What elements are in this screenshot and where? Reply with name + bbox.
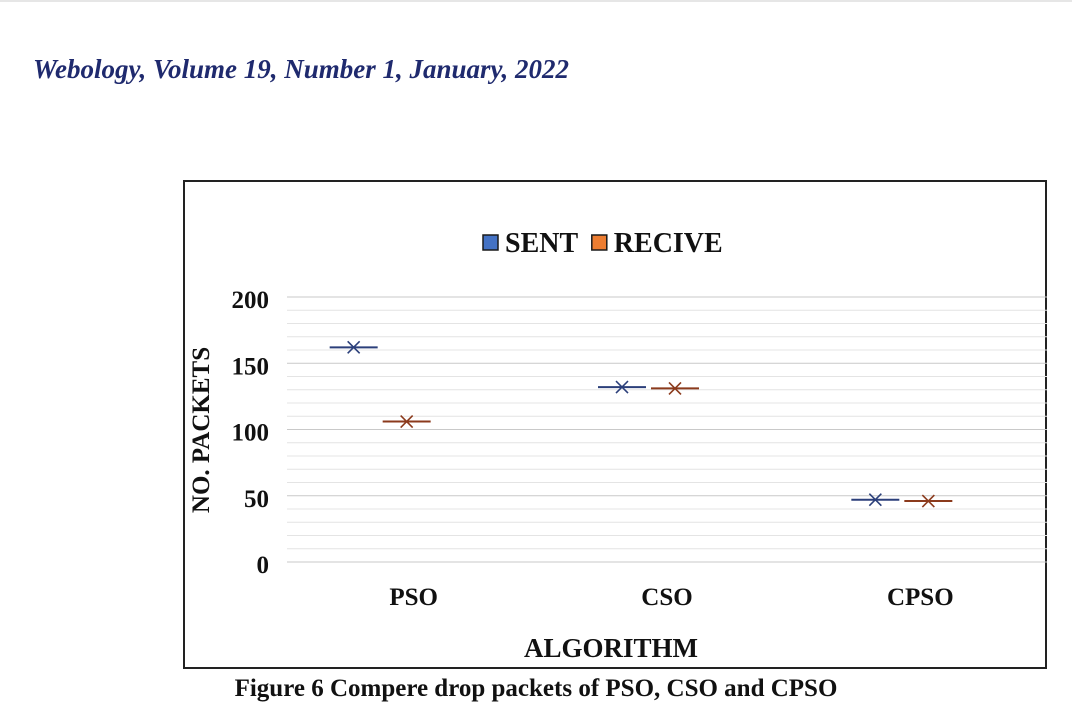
data-point-recive-x-b xyxy=(400,414,414,429)
data-point-sent-x-b xyxy=(868,493,882,507)
data-point-recive-x-b xyxy=(921,494,935,508)
page-top-rule xyxy=(0,0,1072,2)
y-tick-label: 100 xyxy=(232,420,270,447)
legend-swatch-recive xyxy=(591,234,608,251)
legend-label-sent: SENT xyxy=(505,228,578,259)
legend-label-recive: RECIVE xyxy=(614,228,723,259)
figure-caption: Figure 6 Compere drop packets of PSO, CS… xyxy=(234,675,838,702)
data-point-sent-x-b xyxy=(347,340,361,354)
y-tick-label: 200 xyxy=(232,287,270,314)
chart-frame xyxy=(183,180,1047,669)
legend-swatch-sent xyxy=(482,234,499,251)
y-tick-label: 0 xyxy=(257,552,270,579)
x-axis-title: ALGORITHM xyxy=(524,633,698,663)
y-tick-label: 150 xyxy=(232,353,270,380)
data-point-recive-x-b xyxy=(668,381,682,395)
journal-header: Webology, Volume 19, Number 1, January, … xyxy=(33,54,570,84)
x-tick-label: CSO xyxy=(641,584,692,611)
y-axis-title: NO. PACKETS xyxy=(188,347,215,513)
x-tick-label: CPSO xyxy=(887,584,954,611)
x-tick-label: PSO xyxy=(389,584,438,611)
y-tick-label: 50 xyxy=(244,486,269,513)
data-point-sent-x-b xyxy=(615,380,629,394)
